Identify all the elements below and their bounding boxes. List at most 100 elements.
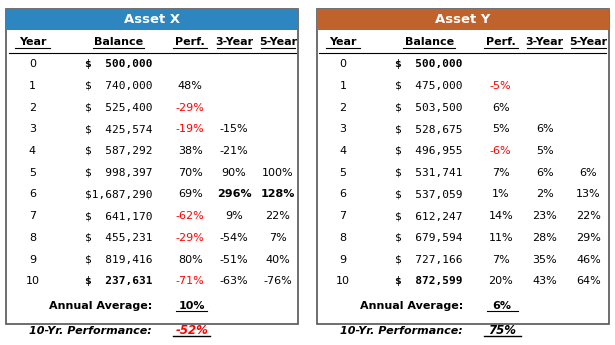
Text: 6: 6 [29, 189, 36, 199]
Text: 6: 6 [339, 189, 346, 199]
Text: 70%: 70% [178, 168, 202, 178]
Text: Year: Year [18, 37, 46, 47]
Text: Perf.: Perf. [175, 37, 205, 47]
Text: 22%: 22% [266, 211, 290, 221]
Text: $  528,675: $ 528,675 [395, 124, 463, 134]
Text: 29%: 29% [576, 233, 601, 243]
Text: 10: 10 [25, 276, 39, 286]
Text: $  998,397: $ 998,397 [85, 168, 153, 178]
Text: Balance: Balance [94, 37, 143, 47]
Text: 7: 7 [339, 211, 347, 221]
Text: 6%: 6% [579, 168, 597, 178]
Bar [6, 9, 298, 324]
Text: -71%: -71% [176, 276, 205, 286]
Text: 7%: 7% [492, 255, 510, 265]
Text: 6%: 6% [536, 168, 554, 178]
Text: 14%: 14% [488, 211, 513, 221]
Text: -6%: -6% [490, 146, 512, 156]
Text: $  475,000: $ 475,000 [395, 81, 463, 91]
Bar [317, 9, 609, 324]
Text: 7%: 7% [269, 233, 287, 243]
Text: 10: 10 [336, 276, 350, 286]
Text: Perf.: Perf. [486, 37, 515, 47]
Text: 8: 8 [339, 233, 347, 243]
Text: 1%: 1% [492, 189, 510, 199]
Text: 4: 4 [339, 146, 347, 156]
Text: -29%: -29% [176, 233, 205, 243]
Text: $  455,231: $ 455,231 [85, 233, 153, 243]
Text: -63%: -63% [220, 276, 248, 286]
Text: 9%: 9% [225, 211, 243, 221]
Text: 20%: 20% [488, 276, 513, 286]
Text: 69%: 69% [178, 189, 202, 199]
Text: 28%: 28% [532, 233, 557, 243]
Text: -29%: -29% [176, 102, 205, 112]
Text: $  587,292: $ 587,292 [85, 146, 153, 156]
Text: 38%: 38% [178, 146, 202, 156]
Text: 7%: 7% [492, 168, 510, 178]
Bar [6, 9, 298, 30]
Text: 9: 9 [29, 255, 36, 265]
Text: 10-Yr. Performance:: 10-Yr. Performance: [340, 326, 462, 336]
Text: Year: Year [329, 37, 357, 47]
Text: 48%: 48% [178, 81, 202, 91]
Text: 43%: 43% [532, 276, 557, 286]
Text: $  496,955: $ 496,955 [395, 146, 463, 156]
Text: $  237,631: $ 237,631 [85, 276, 153, 286]
Text: 3-Year: 3-Year [215, 37, 253, 47]
Text: Annual Average:: Annual Average: [360, 301, 462, 311]
Text: 75%: 75% [488, 324, 516, 337]
Text: Asset Y: Asset Y [435, 13, 491, 26]
Text: Annual Average:: Annual Average: [49, 301, 153, 311]
Text: 3-Year: 3-Year [526, 37, 563, 47]
Text: $  531,741: $ 531,741 [395, 168, 463, 178]
Text: 3: 3 [29, 124, 36, 134]
Text: 80%: 80% [178, 255, 202, 265]
Text: $  679,594: $ 679,594 [395, 233, 463, 243]
Text: 296%: 296% [216, 189, 252, 199]
Text: 6%: 6% [493, 301, 512, 311]
Text: $1,687,290: $1,687,290 [85, 189, 153, 199]
Text: 5: 5 [29, 168, 36, 178]
Text: 46%: 46% [576, 255, 601, 265]
Text: 0: 0 [29, 59, 36, 69]
Text: -54%: -54% [220, 233, 248, 243]
Text: -52%: -52% [175, 324, 208, 337]
Text: Balance: Balance [405, 37, 454, 47]
Text: 10%: 10% [178, 301, 205, 311]
Text: 5-Year: 5-Year [569, 37, 608, 47]
Text: 2: 2 [29, 102, 36, 112]
Text: $  503,500: $ 503,500 [395, 102, 463, 112]
Text: $  740,000: $ 740,000 [85, 81, 153, 91]
Text: 5%: 5% [536, 146, 554, 156]
Text: 10-Yr. Performance:: 10-Yr. Performance: [30, 326, 153, 336]
Text: 100%: 100% [262, 168, 293, 178]
Text: $  612,247: $ 612,247 [395, 211, 463, 221]
Text: 22%: 22% [576, 211, 601, 221]
Text: 5: 5 [339, 168, 346, 178]
Text: 40%: 40% [266, 255, 290, 265]
Text: 7: 7 [29, 211, 36, 221]
Text: 6%: 6% [536, 124, 554, 134]
Text: 8: 8 [29, 233, 36, 243]
Text: $  500,000: $ 500,000 [85, 59, 153, 69]
Text: 9: 9 [339, 255, 347, 265]
Text: -76%: -76% [263, 276, 292, 286]
Text: 6%: 6% [492, 102, 510, 112]
Text: $  425,574: $ 425,574 [85, 124, 153, 134]
Text: 35%: 35% [532, 255, 557, 265]
Text: Asset X: Asset X [124, 13, 180, 26]
Text: 13%: 13% [576, 189, 601, 199]
Bar [317, 9, 609, 30]
Text: 5%: 5% [492, 124, 510, 134]
Text: 11%: 11% [488, 233, 513, 243]
Text: -19%: -19% [176, 124, 205, 134]
Text: 3: 3 [339, 124, 346, 134]
Text: 23%: 23% [532, 211, 557, 221]
Text: $  727,166: $ 727,166 [395, 255, 463, 265]
Text: $  525,400: $ 525,400 [85, 102, 153, 112]
Text: $  819,416: $ 819,416 [85, 255, 153, 265]
Text: 1: 1 [339, 81, 346, 91]
Text: 1: 1 [29, 81, 36, 91]
Text: 64%: 64% [576, 276, 601, 286]
